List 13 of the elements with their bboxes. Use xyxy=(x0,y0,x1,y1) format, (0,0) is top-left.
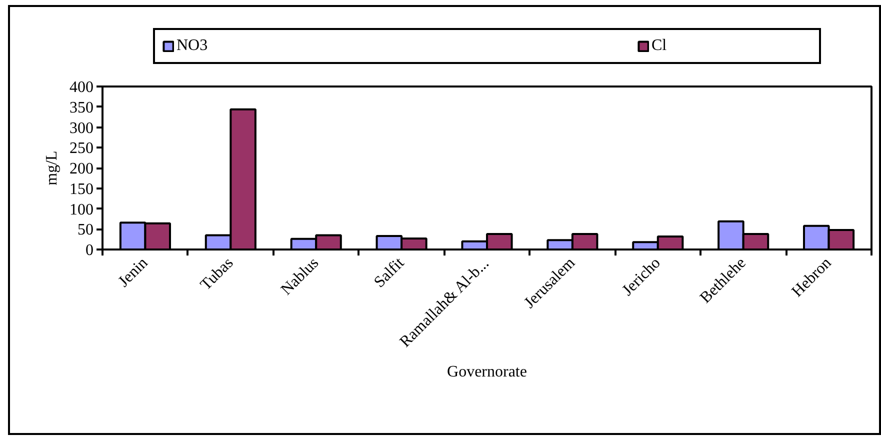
y-tick-label: 300 xyxy=(70,120,94,137)
legend-label: NO3 xyxy=(176,36,209,54)
y-tick-label: 350 xyxy=(70,99,94,116)
y-tick-label: 200 xyxy=(70,160,94,178)
y-tick-label: 100 xyxy=(70,201,94,218)
y-tick-label: 400 xyxy=(70,79,94,96)
x-axis-title: Governorate xyxy=(447,364,527,381)
y-axis-title: mg/L xyxy=(44,150,60,186)
y-tick-label: 50 xyxy=(78,222,94,239)
y-tick-label: 150 xyxy=(70,180,94,198)
y-tick-label: 0 xyxy=(86,242,94,259)
legend-label: Cl xyxy=(652,36,668,54)
y-tick-label: 250 xyxy=(70,140,94,158)
